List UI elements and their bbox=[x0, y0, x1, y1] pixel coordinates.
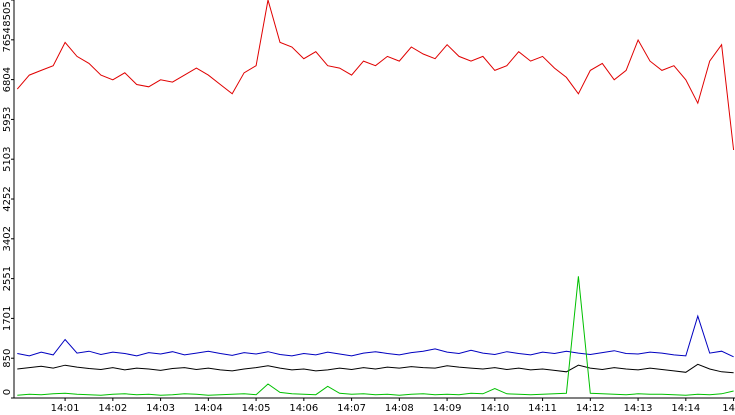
y-tick-label: 7654 bbox=[2, 27, 13, 52]
series-line bbox=[16, 0, 735, 151]
x-tick-label: 14:06 bbox=[289, 403, 318, 414]
y-tick-label: 1701 bbox=[2, 306, 13, 331]
x-tick-label: 14 bbox=[722, 403, 735, 414]
x-tick-label: 14:09 bbox=[433, 403, 462, 414]
x-tick-label: 14:01 bbox=[51, 403, 80, 414]
x-tick-label: 14:02 bbox=[98, 403, 127, 414]
x-tick-label: 14:07 bbox=[337, 403, 366, 414]
series-line bbox=[17, 276, 734, 396]
y-tick-label: 0 bbox=[2, 389, 13, 395]
x-tick-label: 14:14 bbox=[671, 403, 700, 414]
y-tick-label: 8505 bbox=[2, 1, 13, 26]
x-tick-label: 14:03 bbox=[146, 403, 175, 414]
y-tick-label: 5103 bbox=[2, 146, 13, 171]
y-tick-label: 3402 bbox=[2, 226, 13, 251]
x-tick-label: 14:04 bbox=[194, 403, 223, 414]
series-line bbox=[17, 363, 734, 374]
x-tick-label: 14:11 bbox=[528, 403, 557, 414]
y-tick-label: 4252 bbox=[2, 186, 13, 211]
y-tick-label: 850 bbox=[2, 349, 13, 368]
series-line bbox=[17, 314, 734, 358]
x-tick-label: 14:13 bbox=[624, 403, 653, 414]
y-tick-label: 5953 bbox=[2, 107, 13, 132]
x-tick-label: 14:10 bbox=[480, 403, 509, 414]
y-tick-label: 6804 bbox=[2, 67, 13, 92]
x-tick-label: 14:08 bbox=[385, 403, 414, 414]
x-tick-label: 14:05 bbox=[242, 403, 271, 414]
x-tick-label: 14:12 bbox=[576, 403, 605, 414]
y-tick-label: 2551 bbox=[2, 266, 13, 291]
